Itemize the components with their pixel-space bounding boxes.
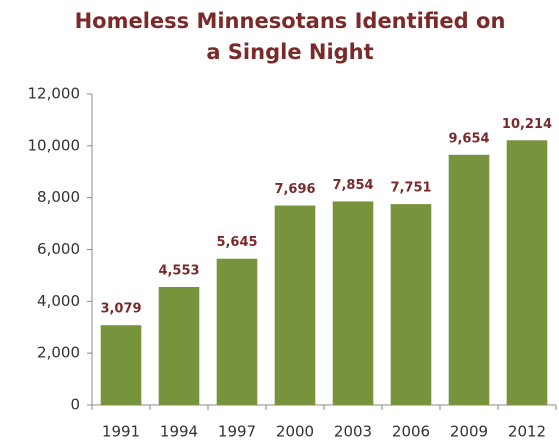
value-label: 9,654	[448, 131, 489, 146]
y-tick-label: 12,000	[28, 85, 81, 103]
x-tick-label: 1991	[102, 423, 140, 441]
x-tick-label: 2000	[276, 423, 314, 441]
value-label: 10,214	[502, 117, 552, 132]
y-tick-label: 6,000	[37, 240, 80, 258]
y-tick-label: 2,000	[37, 344, 80, 362]
x-tick-label: 2003	[334, 423, 372, 441]
value-label: 7,854	[332, 178, 373, 193]
bar	[216, 258, 258, 405]
y-tick-label: 10,000	[28, 136, 81, 154]
value-label: 7,751	[390, 181, 431, 196]
y-tick-label: 8,000	[37, 188, 80, 206]
value-label: 5,645	[216, 235, 257, 250]
y-tick-label: 4,000	[37, 292, 80, 310]
value-label: 4,553	[158, 264, 199, 279]
x-tick-label: 1994	[160, 423, 198, 441]
x-tick-label: 2012	[508, 423, 546, 441]
y-tick-label: 0	[70, 396, 80, 414]
x-tick-label: 1997	[218, 423, 256, 441]
bar	[274, 205, 316, 405]
chart-title: Homeless Minnesotans Identified on a Sin…	[74, 9, 506, 64]
bar	[390, 204, 432, 405]
bar	[158, 287, 200, 405]
bar	[506, 140, 548, 405]
value-label: 7,696	[274, 182, 315, 197]
x-tick-label: 2009	[450, 423, 488, 441]
x-tick-label: 2006	[392, 423, 430, 441]
bar	[100, 325, 142, 405]
bar	[448, 154, 490, 405]
bar	[332, 201, 374, 405]
value-label: 3,079	[100, 302, 141, 317]
